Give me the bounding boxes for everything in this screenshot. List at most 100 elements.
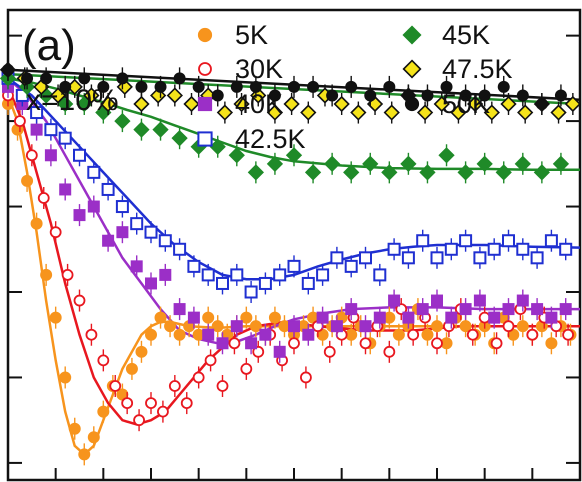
- point-50K-6: [116, 72, 129, 85]
- point-50K-5: [97, 80, 110, 93]
- point-40K-31: [445, 311, 458, 324]
- point-40K-22: [316, 311, 329, 324]
- point-30K-18: [216, 380, 229, 392]
- point-30K-1: [14, 115, 26, 127]
- point-40K-10: [145, 277, 157, 290]
- point-42.5K-30: [430, 251, 444, 265]
- point-5K-9: [87, 431, 100, 444]
- legend-label: 40K: [235, 89, 283, 119]
- point-5K-18: [173, 328, 186, 341]
- point-50K-22: [421, 89, 434, 102]
- point-40K-37: [531, 303, 544, 316]
- point-50K-23: [440, 80, 453, 93]
- point-30K-40: [478, 311, 491, 324]
- point-42.5K-13: [187, 259, 201, 273]
- point-30K-6: [73, 294, 86, 307]
- legend-marker-50K: [404, 96, 420, 112]
- point-40K-29: [416, 303, 429, 316]
- point-45K-24: [457, 164, 474, 181]
- point-42.5K-18: [258, 276, 272, 290]
- point-30K-30: [359, 337, 372, 350]
- point-5K-45: [431, 320, 443, 333]
- point-40K-30: [431, 294, 443, 307]
- point-42.5K-15: [216, 276, 229, 290]
- point-47.5K-25: [416, 104, 434, 121]
- point-50K-29: [554, 89, 567, 102]
- point-47.5K-27: [450, 104, 467, 121]
- point-5K-7: [68, 422, 81, 435]
- point-50K-3: [59, 80, 72, 93]
- point-40K-19: [273, 345, 286, 358]
- point-50K-26: [497, 80, 510, 93]
- point-45K-11: [209, 138, 226, 155]
- point-42.5K-17: [244, 285, 258, 299]
- point-42.5K-16: [230, 268, 244, 282]
- point-30K-4: [49, 226, 62, 239]
- point-42.5K-8: [115, 200, 129, 214]
- point-42.5K-31: [444, 242, 458, 256]
- point-30K-33: [395, 303, 408, 315]
- point-50K-11: [211, 89, 224, 102]
- point-47.5K-21: [350, 104, 367, 121]
- point-5K-48: [459, 320, 472, 333]
- point-47.5K-13: [216, 104, 234, 121]
- point-45K-25: [476, 155, 493, 172]
- point-45K-17: [324, 155, 341, 172]
- point-5K-13: [125, 362, 138, 375]
- legend-entry-5K: 5K: [197, 20, 268, 50]
- point-30K-36: [431, 337, 443, 350]
- axis-ticks: [8, 34, 580, 480]
- point-45K-9: [171, 130, 188, 147]
- point-47.5K-6: [99, 95, 117, 113]
- point-42.5K-11: [158, 234, 172, 248]
- point-45K-19: [362, 155, 379, 172]
- series-50K: [2, 58, 567, 115]
- point-40K-6: [87, 200, 100, 213]
- point-47.5K-26: [433, 95, 450, 113]
- point-5K-28: [268, 311, 281, 324]
- point-40K-21: [302, 328, 315, 341]
- point-30K-41: [490, 337, 503, 350]
- point-45K-28: [533, 164, 550, 181]
- legend-label: 45K: [442, 20, 490, 50]
- point-40K-13: [187, 311, 200, 324]
- series-42.5K: [1, 67, 573, 303]
- point-5K-57: [545, 337, 558, 350]
- point-47.5K-17: [283, 95, 300, 113]
- point-30K-11: [133, 414, 145, 427]
- legend-entry-50K: 50K: [404, 89, 490, 119]
- point-47.5K-29: [483, 104, 500, 121]
- point-5K-26: [249, 320, 262, 333]
- legend-marker-45K: [402, 25, 422, 45]
- point-42.5K-26: [373, 268, 387, 282]
- point-45K-3: [57, 95, 74, 113]
- point-30K-32: [383, 345, 396, 358]
- point-30K-9: [109, 380, 122, 392]
- point-45K-26: [495, 164, 512, 181]
- point-40K-15: [216, 337, 229, 350]
- point-42.5K-39: [559, 242, 573, 256]
- point-40K-3: [44, 149, 57, 162]
- point-30K-15: [180, 397, 193, 409]
- point-40K-35: [502, 303, 515, 316]
- fit-curve-4: [7, 77, 580, 172]
- point-5K-54: [516, 320, 529, 333]
- legend-marker-42.5K: [197, 131, 213, 147]
- point-5K-8: [78, 448, 91, 461]
- point-50K-9: [173, 72, 186, 85]
- point-30K-39: [466, 328, 479, 341]
- point-47.5K-16: [266, 104, 284, 121]
- point-40K-33: [473, 294, 486, 307]
- point-30K-20: [240, 363, 253, 375]
- point-45K-22: [419, 164, 436, 181]
- point-40K-7: [102, 234, 115, 247]
- point-42.5K-25: [359, 251, 372, 265]
- point-40K-12: [173, 303, 186, 316]
- point-47.5K-3: [49, 87, 67, 104]
- point-30K-25: [300, 371, 312, 384]
- point-5K-2: [21, 174, 34, 187]
- point-47.5K-28: [467, 95, 484, 113]
- point-42.5K-22: [316, 268, 330, 282]
- point-42.5K-34: [487, 242, 501, 256]
